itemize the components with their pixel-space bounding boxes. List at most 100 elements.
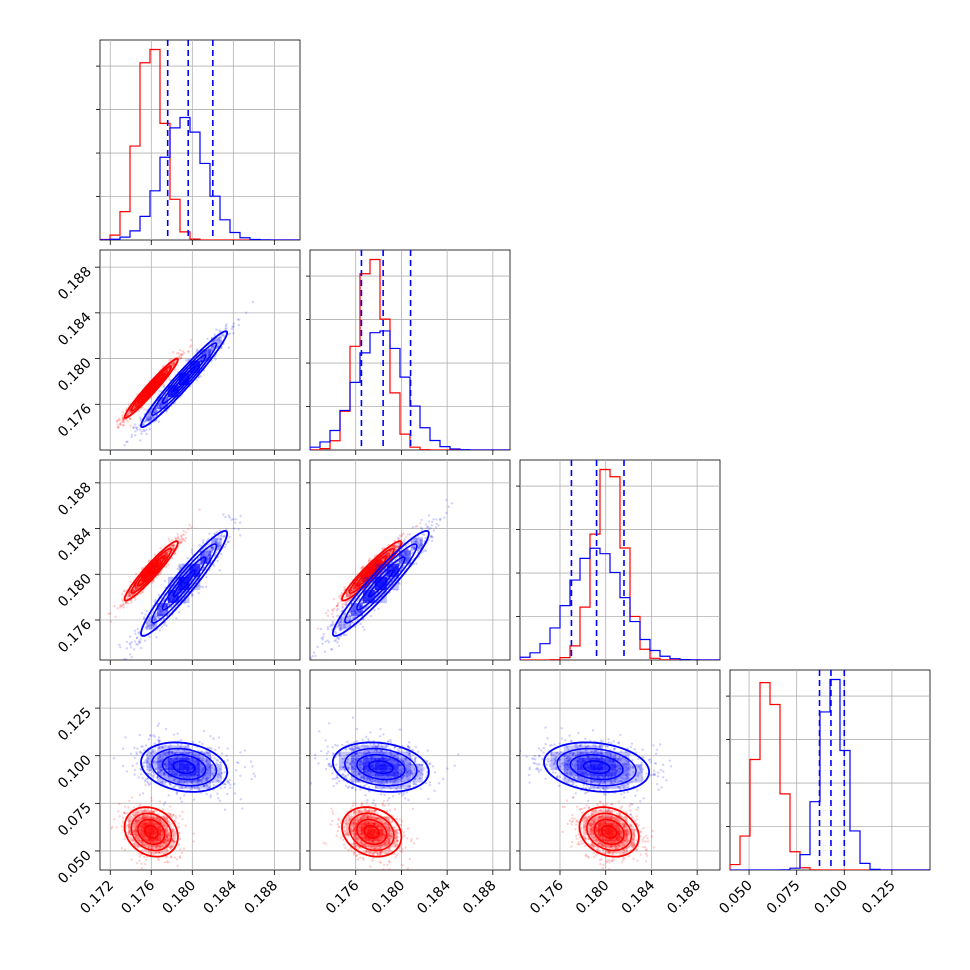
y-tick-label: 0.184 <box>55 525 95 565</box>
scatter-point <box>143 420 147 423</box>
scatter-point <box>153 553 157 557</box>
scatter-point <box>115 449 118 450</box>
scatter-point <box>122 423 125 427</box>
scatter-point <box>126 440 129 443</box>
scatter-point <box>116 423 119 426</box>
scatter-point <box>232 325 235 328</box>
scatter-point <box>220 538 223 541</box>
scatter-point <box>132 648 136 651</box>
scatter-point <box>140 432 143 436</box>
panel-2-0 <box>95 459 301 665</box>
scatter-point <box>179 540 183 544</box>
scatter-point <box>142 423 146 426</box>
scatter-point <box>210 546 214 550</box>
scatter-point <box>150 626 153 630</box>
scatter-point <box>212 340 216 343</box>
scatter-point <box>118 643 121 647</box>
scatter-point <box>126 420 129 423</box>
scatter-point <box>345 600 349 603</box>
scatter-point <box>146 415 150 419</box>
scatter-point <box>124 601 128 605</box>
scatter-point <box>127 594 130 598</box>
scatter-point <box>134 598 137 601</box>
scatter-point <box>232 527 236 530</box>
scatter-point <box>152 624 155 628</box>
scatter-point <box>187 349 190 353</box>
scatter-point <box>234 521 237 524</box>
scatter-point <box>144 418 148 422</box>
scatter-point <box>120 604 124 608</box>
scatter-point <box>133 596 137 599</box>
scatter-point <box>217 545 220 548</box>
scatter-point <box>157 593 161 597</box>
scatter-point <box>218 544 222 547</box>
scatter-point <box>143 639 147 642</box>
scatter-point <box>140 430 144 433</box>
scatter-point <box>178 539 181 542</box>
scatter-point <box>145 418 148 421</box>
scatter-point <box>305 660 307 662</box>
scatter-point <box>225 323 228 326</box>
scatter-point <box>222 513 225 516</box>
scatter-point <box>122 603 125 607</box>
scatter-point <box>217 545 220 549</box>
scatter-point <box>138 640 141 643</box>
scatter-point <box>316 645 319 649</box>
scatter-point <box>198 508 201 511</box>
scatter-point <box>187 358 190 362</box>
scatter-point <box>178 348 182 352</box>
scatter-point <box>201 585 205 589</box>
scatter-point <box>121 419 124 422</box>
scatter-point <box>181 533 184 537</box>
scatter-point <box>135 636 139 639</box>
scatter-point <box>218 329 221 332</box>
scatter-point <box>126 413 129 417</box>
scatter-point <box>152 622 155 626</box>
scatter-point <box>115 420 119 423</box>
scatter-point <box>205 575 208 579</box>
density-cell <box>147 567 155 575</box>
scatter-point <box>196 349 199 352</box>
scatter-point <box>162 617 165 621</box>
scatter-point <box>136 428 139 431</box>
histogram-blue <box>310 330 510 450</box>
scatter-point <box>149 624 152 627</box>
scatter-point <box>130 433 134 437</box>
scatter-point <box>174 360 177 363</box>
scatter-point <box>140 612 144 615</box>
scatter-point <box>172 363 176 366</box>
scatter-point <box>377 607 380 611</box>
scatter-point <box>176 535 180 539</box>
scatter-point <box>133 423 137 426</box>
contour-red <box>123 357 179 419</box>
panel-1-0 <box>95 249 301 455</box>
scatter-point <box>128 653 132 656</box>
scatter-point <box>175 537 178 541</box>
scatter-point <box>324 611 328 615</box>
scatter-point <box>179 534 183 538</box>
contour-blue <box>172 569 196 598</box>
scatter-point <box>122 411 125 414</box>
scatter-point <box>184 536 188 540</box>
scatter-point <box>191 593 194 596</box>
scatter-point <box>132 589 135 592</box>
scatter-point <box>143 408 146 411</box>
scatter-point <box>127 602 130 605</box>
scatter-point <box>145 428 148 432</box>
scatter-point <box>182 351 186 354</box>
scatter-point <box>181 540 184 543</box>
scatter-point <box>154 409 158 412</box>
scatter-point <box>176 567 179 571</box>
scatter-point <box>225 528 228 531</box>
scatter-point <box>415 524 419 528</box>
scatter-point <box>427 520 431 523</box>
scatter-point <box>212 345 215 349</box>
scatter-point <box>184 359 188 362</box>
scatter-point <box>122 600 125 603</box>
scatter-point <box>190 338 193 342</box>
scatter-point <box>219 534 223 538</box>
scatter-point <box>228 516 231 519</box>
scatter-blue <box>118 513 242 660</box>
scatter-point <box>186 556 189 560</box>
scatter-point <box>394 548 397 552</box>
